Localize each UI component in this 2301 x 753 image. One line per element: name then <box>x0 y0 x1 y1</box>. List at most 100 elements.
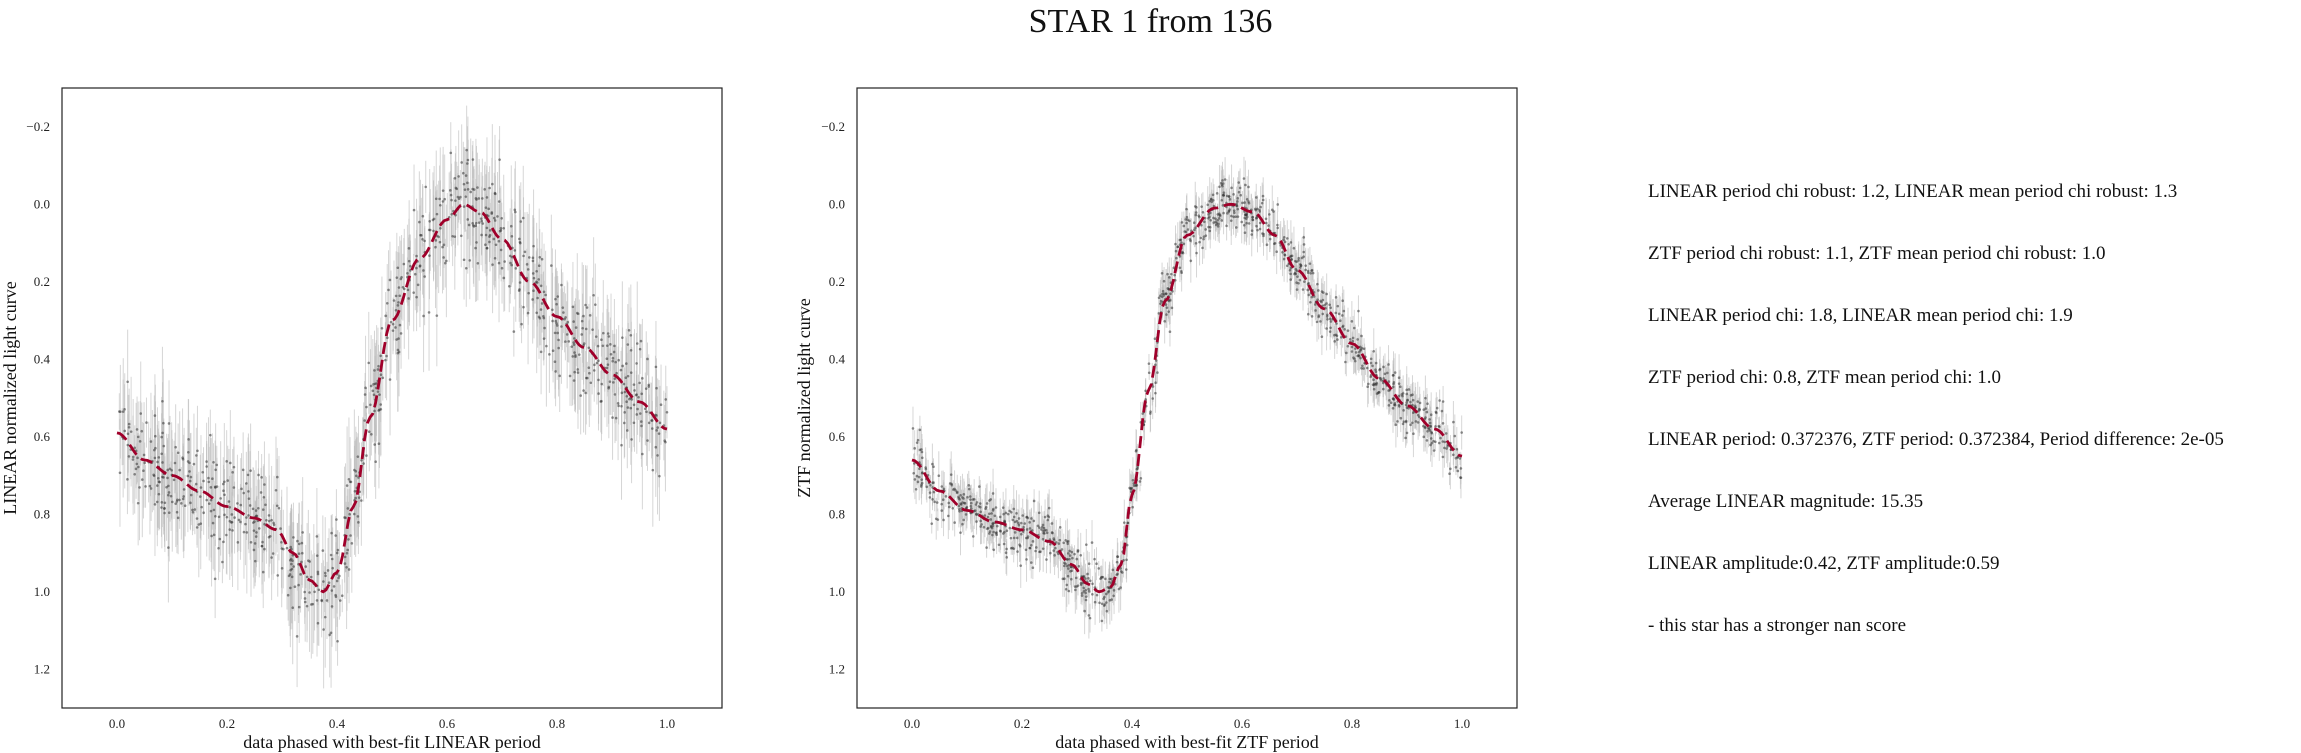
data-point <box>1139 477 1143 480</box>
data-point <box>217 546 220 550</box>
x-axis-label: data phased with best-fit LINEAR period <box>243 732 540 752</box>
data-point <box>1199 236 1203 240</box>
data-point <box>591 328 594 331</box>
data-point <box>640 392 644 396</box>
data-point <box>615 371 618 375</box>
data-point <box>1460 431 1463 434</box>
data-point <box>950 483 954 487</box>
data-point <box>180 502 183 505</box>
data-point <box>330 589 334 592</box>
y-tick-label: 1.2 <box>829 661 845 676</box>
data-point <box>416 283 420 287</box>
info-linear-chi: LINEAR period chi: 1.8, LINEAR mean peri… <box>1648 305 2073 326</box>
data-point <box>475 221 478 225</box>
data-point <box>1221 179 1224 182</box>
data-point <box>244 522 247 526</box>
data-point <box>940 485 944 488</box>
data-point <box>149 487 153 490</box>
data-point <box>639 412 642 415</box>
data-point <box>241 468 245 472</box>
data-point <box>211 477 214 481</box>
data-point <box>1012 515 1016 519</box>
data-point <box>1382 377 1385 380</box>
data-point <box>356 515 360 518</box>
data-point <box>267 535 271 539</box>
data-point <box>388 378 392 381</box>
data-point <box>620 391 624 395</box>
data-point <box>222 489 225 492</box>
data-point <box>1029 561 1033 564</box>
data-point <box>1288 268 1292 272</box>
data-point <box>1441 440 1445 443</box>
data-point <box>1316 298 1319 302</box>
data-point <box>969 504 973 508</box>
data-point <box>255 531 258 534</box>
data-point <box>1107 589 1111 593</box>
data-point <box>236 541 240 544</box>
data-point <box>373 409 376 413</box>
data-point <box>432 229 435 233</box>
data-point <box>1182 224 1186 228</box>
y-tick-label: 1.2 <box>34 661 50 676</box>
data-point <box>1405 431 1409 435</box>
data-point <box>131 455 135 459</box>
data-point <box>605 344 609 347</box>
data-point <box>502 226 506 230</box>
data-point <box>940 509 944 512</box>
data-point <box>579 394 582 397</box>
y-tick-label: 1.0 <box>34 584 50 599</box>
data-point <box>329 631 333 635</box>
data-point <box>1405 401 1408 404</box>
data-point <box>531 256 535 260</box>
data-point <box>1040 528 1043 531</box>
data-point <box>988 499 991 502</box>
data-point <box>932 490 936 494</box>
data-point <box>531 259 535 263</box>
data-point <box>601 344 605 348</box>
data-point <box>1093 600 1097 604</box>
data-point <box>1411 398 1415 402</box>
data-point <box>247 490 250 493</box>
data-point <box>1304 268 1307 272</box>
data-point <box>492 216 496 220</box>
data-point <box>594 335 598 338</box>
data-point <box>1289 278 1292 281</box>
data-point <box>500 216 504 220</box>
data-point <box>1292 246 1296 250</box>
data-point <box>633 389 636 392</box>
data-point <box>581 326 584 330</box>
data-point <box>377 364 380 368</box>
data-point <box>187 438 190 441</box>
data-point <box>1455 447 1459 451</box>
data-point <box>1247 185 1250 189</box>
data-point <box>1413 404 1417 408</box>
data-point <box>1435 406 1439 410</box>
data-point <box>1020 532 1023 536</box>
data-point <box>973 509 977 512</box>
data-point <box>1308 262 1312 265</box>
data-point <box>613 344 616 348</box>
data-point <box>369 384 373 388</box>
data-point <box>448 189 452 192</box>
x-tick-label: 1.0 <box>659 716 675 731</box>
data-point <box>978 505 982 509</box>
data-point <box>384 314 387 318</box>
data-point <box>415 295 418 299</box>
data-point <box>362 462 365 465</box>
data-point <box>608 380 612 383</box>
data-point <box>1247 200 1250 203</box>
data-point <box>539 350 543 354</box>
data-point <box>1402 409 1405 412</box>
data-point <box>1222 211 1225 215</box>
data-point <box>163 507 166 510</box>
data-point <box>1005 529 1009 532</box>
data-point <box>1066 558 1069 561</box>
data-point <box>1391 397 1395 400</box>
data-point <box>1215 192 1219 195</box>
data-point <box>348 512 351 516</box>
data-point <box>1303 280 1306 283</box>
data-point <box>928 491 932 494</box>
data-point <box>297 605 301 609</box>
data-point <box>309 575 313 579</box>
data-point <box>193 508 197 511</box>
